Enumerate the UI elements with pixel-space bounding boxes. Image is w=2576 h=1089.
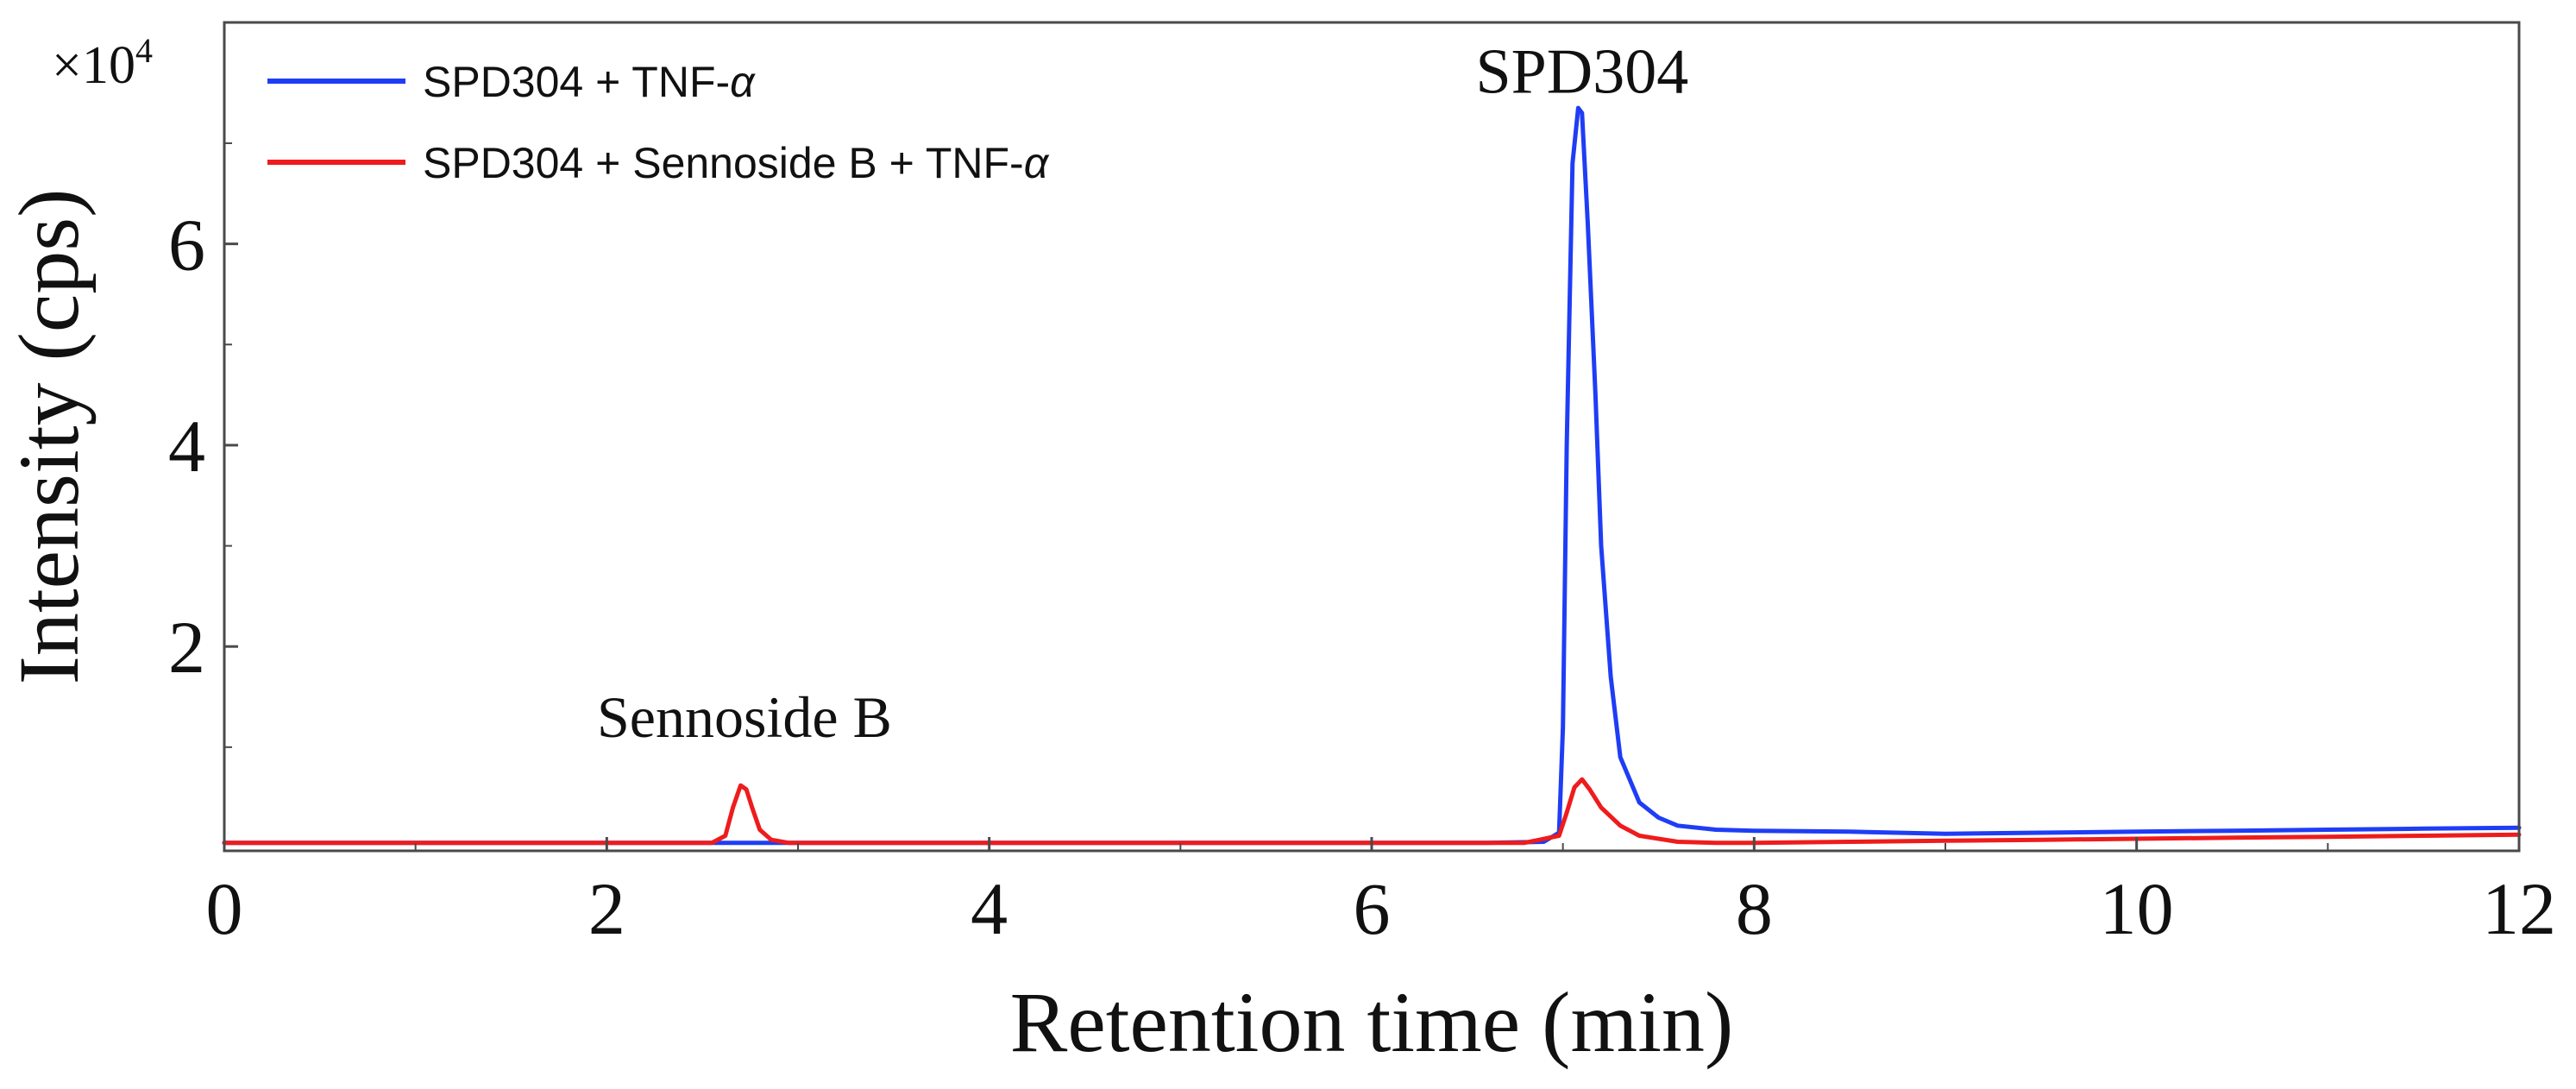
- series-line-1: [222, 777, 2522, 846]
- annotation-sennoside-b-peak: Sennoside B: [597, 684, 892, 750]
- legend-label-spd304-tnf: SPD304 + TNF-α: [423, 58, 756, 106]
- y-multiplier-label: ×104: [52, 31, 153, 95]
- legend: SPD304 + TNF-α SPD304 + Sennoside B + TN…: [267, 58, 1050, 187]
- x-tick-label: 12: [2482, 867, 2556, 950]
- x-tick-label: 4: [971, 867, 1008, 950]
- x-tick-label: 6: [1354, 867, 1391, 950]
- y-tick-label: 6: [168, 204, 205, 286]
- x-tick-label: 10: [2100, 867, 2174, 950]
- y-multiplier-exponent: 4: [135, 31, 153, 70]
- y-tick-label: 4: [168, 405, 205, 488]
- x-tick-label: 2: [588, 867, 625, 950]
- x-tick-label: 0: [206, 867, 243, 950]
- x-tick-label: 8: [1736, 867, 1773, 950]
- x-axis-label: Retention time (min): [1010, 974, 1734, 1070]
- y-axis-label: Intensity (cps): [1, 189, 97, 685]
- annotation-spd304-peak: SPD304: [1475, 37, 1688, 108]
- y-tick-label: 2: [168, 606, 205, 689]
- legend-label-spd304-sennoside-tnf: SPD304 + Sennoside B + TNF-α: [423, 139, 1050, 187]
